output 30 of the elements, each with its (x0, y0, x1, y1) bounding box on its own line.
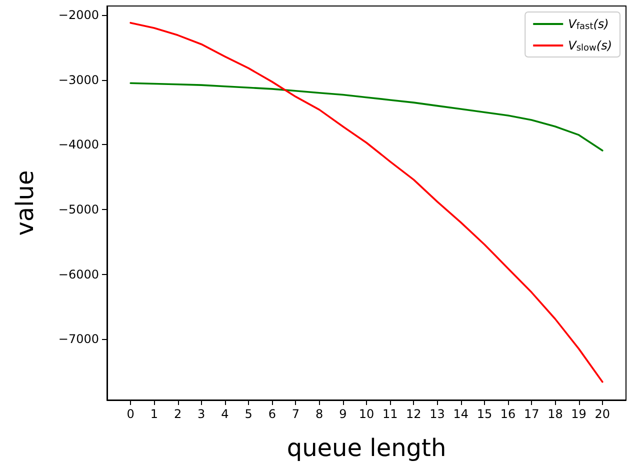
x-tick-label: 4 (221, 407, 229, 421)
x-tick-label: 3 (198, 407, 206, 421)
x-tick-label: 1 (150, 407, 158, 421)
x-tick-label: 17 (524, 407, 540, 421)
y-tick-label: −7000 (58, 332, 99, 346)
x-tick-label: 15 (476, 407, 492, 421)
x-tick-label: 9 (339, 407, 347, 421)
y-tick-label: −4000 (58, 138, 99, 152)
x-tick-label: 11 (382, 407, 398, 421)
y-tick-label: −6000 (58, 267, 99, 282)
y-tick-label: −5000 (58, 202, 99, 216)
y-axis-title: value (11, 170, 39, 236)
x-tick-label: 0 (126, 407, 134, 421)
x-tick-label: 14 (453, 407, 469, 421)
x-tick-label: 13 (430, 407, 445, 421)
x-tick-label: 2 (174, 407, 182, 421)
x-tick-label: 16 (500, 407, 516, 421)
line-series (130, 82, 604, 152)
x-tick-label: 12 (406, 407, 422, 421)
x-tick-label: 6 (268, 407, 276, 421)
x-axis-title: queue length (286, 434, 446, 462)
x-tick-label: 19 (571, 407, 586, 421)
x-tick-label: 20 (594, 407, 610, 421)
x-tick-label: 8 (316, 407, 324, 421)
x-tick-label: 7 (292, 407, 300, 421)
x-tick-label: 10 (358, 407, 374, 421)
x-tick-label: 18 (548, 407, 563, 421)
y-tick-label: −2000 (58, 8, 99, 22)
y-tick-label: −3000 (58, 72, 99, 87)
x-tick-label: 5 (244, 407, 252, 421)
